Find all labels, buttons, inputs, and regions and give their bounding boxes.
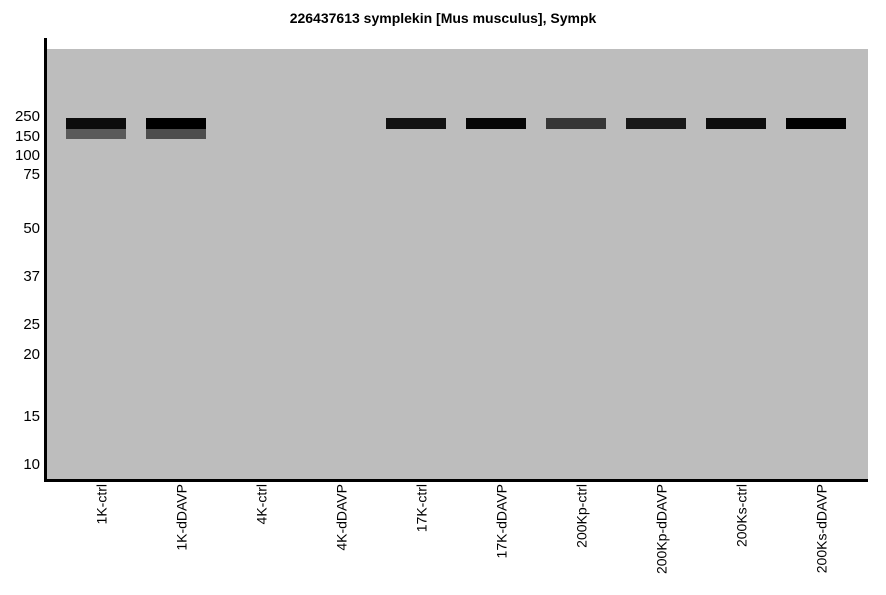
chart-title: 226437613 symplekin [Mus musculus], Symp… [289,10,597,26]
y-tick-label-37: 37 [23,268,40,285]
gel-band-200Ks-dDAVP [786,118,846,129]
lane-label-200Kp-dDAVP: 200Kp-dDAVP [653,484,670,575]
gel-band-1K-dDAVP [146,118,206,129]
y-tick-label-150: 150 [14,128,40,145]
lane-label-200Ks-dDAVP: 200Ks-dDAVP [813,484,830,574]
y-tick-label-75: 75 [23,166,40,183]
lane-label-200Kp-ctrl: 200Kp-ctrl [573,484,590,548]
lane-label-1K-ctrl: 1K-ctrl [93,484,110,525]
y-tick-label-20: 20 [23,346,40,363]
gel-band-1K-dDAVP-smear [146,129,206,139]
y-tick-label-10: 10 [23,456,40,473]
gel-band-200Ks-ctrl [706,118,766,129]
gel-band-200Kp-dDAVP [626,118,686,129]
y-tick-label-250: 250 [14,108,40,125]
lane-label-4K-dDAVP: 4K-dDAVP [333,484,350,551]
lane-label-17K-dDAVP: 17K-dDAVP [493,484,510,559]
y-tick-label-100: 100 [14,147,40,164]
gel-band-1K-ctrl-smear [66,129,126,139]
lane-label-4K-ctrl: 4K-ctrl [253,484,270,525]
y-tick-label-15: 15 [23,408,40,425]
lane-label-17K-ctrl: 17K-ctrl [413,484,430,533]
y-tick-label-25: 25 [23,316,40,333]
gel-band-1K-ctrl [66,118,126,129]
lane-label-200Ks-ctrl: 200Ks-ctrl [733,484,750,548]
y-tick-label-50: 50 [23,220,40,237]
x-axis-line [44,479,868,482]
gel-band-17K-ctrl [386,118,446,129]
gel-band-17K-dDAVP [466,118,526,129]
gel-plot-area [47,49,868,479]
y-axis-line [44,38,47,482]
lane-label-1K-dDAVP: 1K-dDAVP [173,484,190,551]
gel-band-200Kp-ctrl [546,118,606,129]
